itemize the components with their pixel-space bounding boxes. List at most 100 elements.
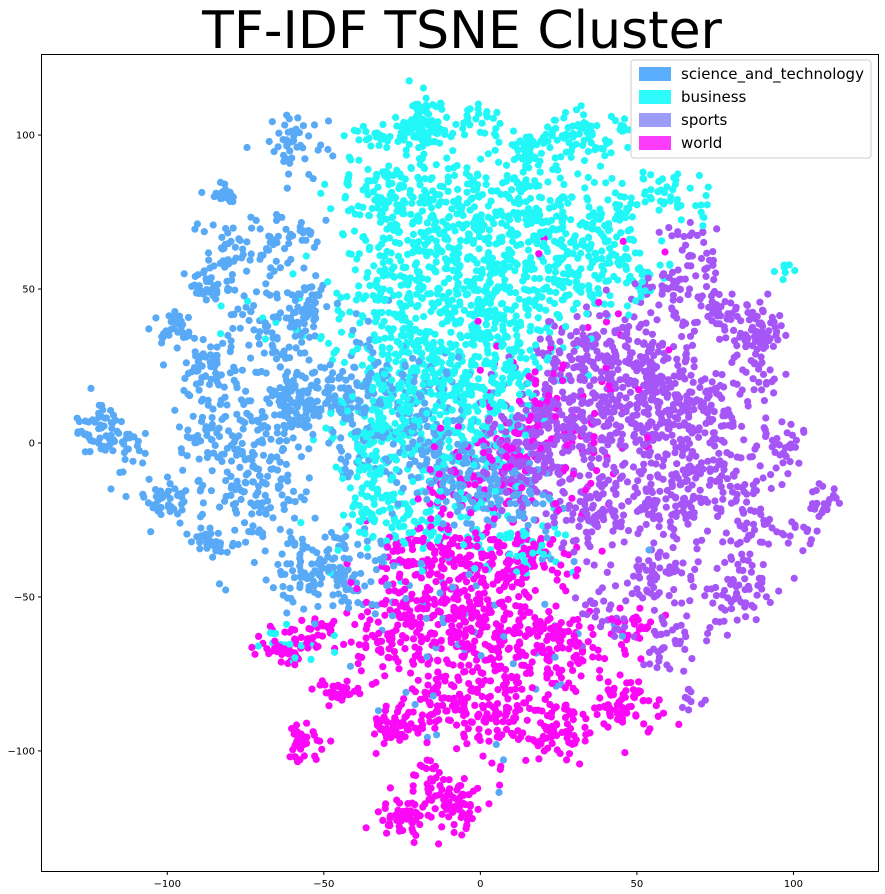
data-point-sports [762, 378, 771, 387]
data-point-science_and_technology [81, 417, 89, 425]
data-point-business [585, 233, 593, 241]
data-point-business [369, 532, 377, 541]
data-point-world [439, 505, 447, 513]
data-point-science_and_technology [214, 280, 222, 288]
data-point-world [423, 739, 431, 747]
data-point-sports [668, 431, 676, 439]
data-point-science_and_technology [241, 456, 249, 464]
data-point-sports [713, 504, 721, 512]
data-point-sports [720, 438, 728, 446]
data-point-science_and_technology [277, 476, 285, 484]
data-point-sports [502, 488, 510, 496]
data-point-science_and_technology [234, 305, 242, 313]
data-point-sports [603, 568, 611, 577]
data-point-business [461, 221, 470, 229]
data-point-sports [575, 522, 583, 531]
data-point-science_and_technology [319, 564, 327, 572]
data-point-world [460, 653, 468, 661]
data-point-business [375, 141, 383, 149]
data-points [73, 77, 844, 848]
data-point-world [593, 710, 601, 719]
data-point-sports [654, 453, 662, 461]
data-point-science_and_technology [245, 341, 253, 349]
data-point-sports [768, 313, 776, 321]
data-point-sports [800, 428, 808, 436]
data-point-sports [580, 455, 588, 464]
data-point-sports [755, 378, 763, 386]
data-point-business [514, 230, 522, 238]
data-point-business [386, 286, 394, 294]
data-point-science_and_technology [266, 386, 274, 394]
data-point-business [404, 401, 412, 409]
data-point-world [591, 704, 599, 712]
data-point-world [564, 627, 573, 636]
data-point-sports [678, 703, 687, 712]
data-point-sports [688, 341, 697, 349]
data-point-science_and_technology [272, 257, 280, 265]
data-point-sports [593, 347, 601, 355]
data-point-business [504, 192, 513, 200]
data-point-world [625, 703, 633, 711]
data-point-sports [597, 623, 605, 631]
data-point-business [419, 84, 427, 92]
data-point-business [439, 218, 447, 226]
data-point-business [770, 267, 779, 276]
data-point-business [551, 116, 560, 124]
data-point-business [531, 302, 539, 310]
data-point-world [486, 692, 494, 701]
data-point-business [407, 210, 415, 218]
data-point-sports [724, 575, 732, 584]
data-point-world [494, 686, 502, 694]
data-point-sports [742, 613, 750, 621]
data-point-business [446, 340, 454, 348]
data-point-world [266, 622, 274, 630]
data-point-sports [634, 477, 642, 485]
data-point-world [548, 739, 556, 748]
data-point-sports [683, 344, 691, 352]
data-point-sports [662, 433, 670, 441]
data-point-business [587, 139, 596, 147]
data-point-science_and_technology [272, 355, 281, 363]
data-point-business [546, 143, 554, 152]
data-point-science_and_technology [290, 574, 298, 582]
data-point-business [327, 205, 335, 213]
data-point-sports [542, 510, 550, 518]
data-point-sports [571, 594, 580, 602]
data-point-science_and_technology [223, 468, 231, 476]
data-point-business [607, 300, 615, 308]
data-point-world [565, 750, 574, 758]
data-point-business [505, 346, 513, 354]
data-point-world [467, 601, 475, 610]
data-point-business [704, 183, 712, 191]
data-point-business [444, 256, 453, 265]
data-point-sports [515, 438, 523, 446]
data-point-world [555, 669, 563, 677]
data-point-sports [584, 534, 592, 542]
data-point-sports [628, 360, 636, 368]
data-point-science_and_technology [286, 584, 294, 592]
data-point-business [472, 115, 480, 123]
data-point-science_and_technology [290, 514, 299, 522]
data-point-business [502, 177, 510, 185]
data-point-science_and_technology [283, 437, 291, 445]
data-point-world [454, 423, 462, 431]
data-point-sports [581, 601, 590, 609]
data-point-business [345, 153, 353, 161]
data-point-world [481, 640, 489, 648]
data-point-world [582, 715, 590, 723]
data-point-sports [787, 420, 795, 428]
data-point-business [567, 216, 575, 224]
data-point-world [483, 623, 491, 631]
data-point-science_and_technology [267, 435, 275, 443]
data-point-sports [712, 269, 720, 277]
data-point-world [484, 728, 492, 736]
data-point-business [412, 347, 420, 355]
data-point-sports [690, 327, 699, 335]
data-point-science_and_technology [302, 236, 310, 244]
data-point-science_and_technology [269, 514, 277, 522]
data-point-science_and_technology [344, 566, 352, 574]
data-point-world [535, 250, 543, 258]
data-point-business [307, 655, 315, 664]
data-point-business [474, 171, 482, 179]
data-point-sports [616, 402, 625, 410]
